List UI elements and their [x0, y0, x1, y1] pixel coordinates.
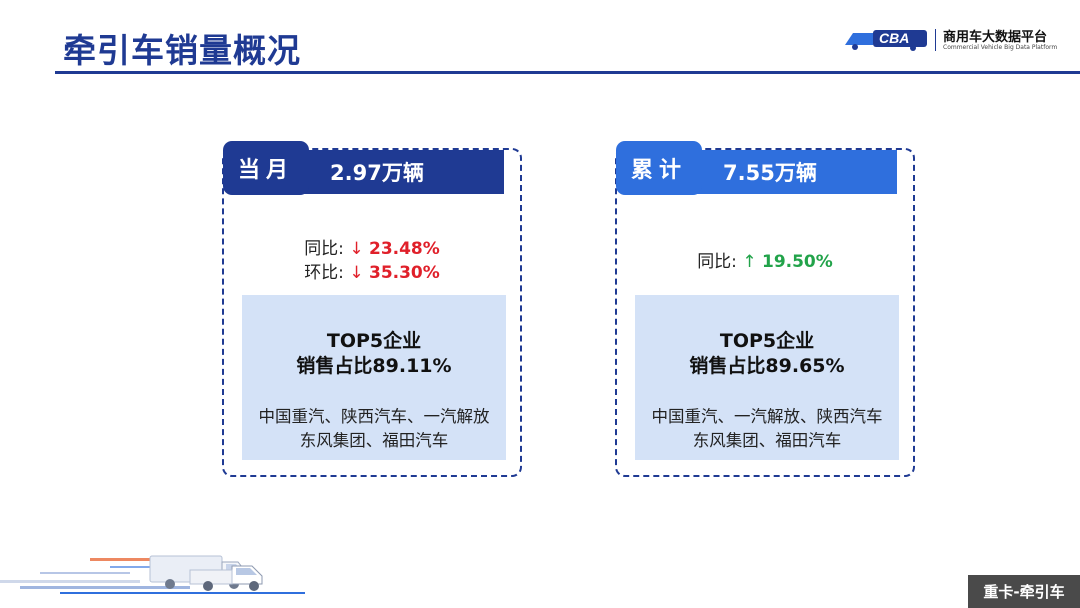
- monthly-card: 2.97万辆 当月 同比: ↓ 23.48% 环比: ↓ 35.30% TOP5…: [222, 141, 522, 477]
- monthly-top5-panel: TOP5企业 销售占比89.11% 中国重汽、陕西汽车、一汽解放 东风集团、福田…: [242, 295, 506, 460]
- cumulative-companies-line2: 东风集团、福田汽车: [692, 431, 842, 450]
- logo-name-en: Commercial Vehicle Big Data Platform: [943, 44, 1058, 51]
- cumulative-top5-panel: TOP5企业 销售占比89.65% 中国重汽、一汽解放、陕西汽车 东风集团、福田…: [635, 295, 899, 460]
- logo-separator: [935, 29, 936, 51]
- cumulative-yoy-value: 19.50%: [761, 252, 833, 272]
- cumulative-companies-line1: 中国重汽、一汽解放、陕西汽车: [651, 407, 883, 426]
- cumulative-sales-value: 7.55万辆: [723, 161, 817, 185]
- cumulative-label-tag: 累计: [616, 141, 702, 195]
- monthly-mom-arrow-icon: ↓: [349, 263, 364, 283]
- monthly-top5-title: TOP5企业 销售占比89.11%: [242, 329, 506, 379]
- cumulative-yoy-label: 同比:: [697, 252, 737, 272]
- cumulative-sales-bar: 7.55万辆: [697, 150, 897, 194]
- monthly-sales-value: 2.97万辆: [330, 161, 424, 185]
- platform-logo: CBA 商用车大数据平台 Commercial Vehicle Big Data…: [843, 25, 1073, 55]
- monthly-top5-line1: TOP5企业: [326, 330, 422, 352]
- monthly-yoy-label: 同比:: [304, 239, 344, 259]
- monthly-top5-companies: 中国重汽、陕西汽车、一汽解放 东风集团、福田汽车: [242, 405, 506, 453]
- truck-logo-icon: CBA: [845, 30, 927, 51]
- page-title: 牵引车销量概况: [63, 31, 301, 70]
- monthly-top5-line2: 销售占比89.11%: [296, 355, 452, 377]
- cumulative-top5-companies: 中国重汽、一汽解放、陕西汽车 东风集团、福田汽车: [635, 405, 899, 453]
- cumulative-card: 7.55万辆 累计 同比: ↑ 19.50% TOP5企业 销售占比89.65%…: [615, 141, 915, 477]
- cumulative-yoy-arrow-icon: ↑: [742, 252, 757, 272]
- monthly-yoy: 同比: ↓ 23.48%: [224, 234, 520, 259]
- logo-mark-text: CBA: [879, 30, 909, 46]
- monthly-companies-line2: 东风集团、福田汽车: [299, 431, 449, 450]
- monthly-mom-value: 35.30%: [368, 263, 440, 283]
- title-underline: [55, 71, 1080, 74]
- monthly-yoy-value: 23.48%: [368, 239, 440, 259]
- cumulative-top5-line2: 销售占比89.65%: [689, 355, 845, 377]
- monthly-mom-label: 环比:: [304, 263, 344, 283]
- cumulative-top5-title: TOP5企业 销售占比89.65%: [635, 329, 899, 379]
- monthly-sales-bar: 2.97万辆: [304, 150, 504, 194]
- monthly-mom: 环比: ↓ 35.30%: [224, 258, 520, 283]
- monthly-companies-line1: 中国重汽、陕西汽车、一汽解放: [258, 407, 490, 426]
- monthly-yoy-arrow-icon: ↓: [349, 239, 364, 259]
- monthly-label-tag: 当月: [223, 141, 309, 195]
- cumulative-top5-line1: TOP5企业: [719, 330, 815, 352]
- decorative-trucks-graphic: [0, 555, 305, 594]
- logo-name-cn: 商用车大数据平台: [943, 30, 1048, 45]
- footer-category-tag: 重卡-牵引车: [968, 575, 1080, 608]
- cumulative-yoy: 同比: ↑ 19.50%: [617, 247, 913, 272]
